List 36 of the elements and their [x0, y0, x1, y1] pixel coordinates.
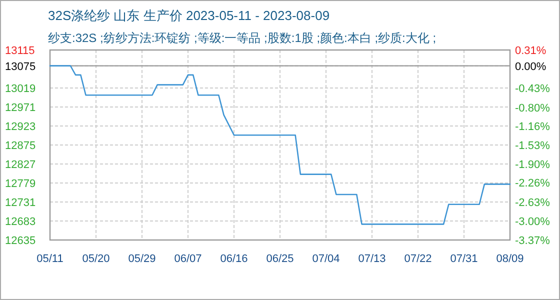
- y2-tick-label: -3.37%: [515, 235, 550, 247]
- y2-tick-label: -0.80%: [515, 102, 550, 114]
- y2-tick-label: 0.00%: [515, 61, 546, 74]
- y-tick-label: 12923: [5, 121, 36, 133]
- y-tick-label: 12635: [5, 235, 36, 247]
- x-tick-label: 07/04: [312, 253, 340, 265]
- y2-tick-label: -1.53%: [515, 140, 550, 152]
- y-tick-label: 12827: [5, 159, 36, 171]
- y-tick-label: 13115: [5, 45, 35, 57]
- y2-tick-label: -1.90%: [515, 159, 550, 172]
- y-tick-label: 12683: [5, 216, 36, 228]
- x-tick-label: 07/13: [358, 253, 386, 265]
- y-tick-label: 12875: [5, 140, 36, 152]
- y2-tick-label: -2.26%: [515, 178, 550, 190]
- y-tick-label: 12971: [5, 102, 36, 114]
- chart-title: 32S涤纶纱 山东 生产价 2023-05-11 - 2023-08-09: [48, 8, 330, 23]
- x-tick-label: 05/29: [128, 253, 156, 265]
- x-tick-label: 05/11: [36, 253, 64, 265]
- x-tick-label: 06/25: [266, 253, 294, 265]
- x-tick-label: 07/22: [404, 253, 432, 265]
- x-tick-label: 08/09: [496, 253, 524, 265]
- y-tick-label: 12731: [5, 197, 36, 209]
- line-series: [49, 65, 511, 225]
- chart-subtitle: 纱支:32S ;纺纱方法:环锭纺 ;等级:一等品 ;股数:1股 ;颜色:本白 ;纱质:大化 ;: [48, 31, 436, 45]
- y-tick-label: 13019: [5, 83, 36, 95]
- x-tick-label: 06/07: [174, 253, 202, 265]
- x-tick-label: 05/20: [82, 253, 110, 265]
- y2-tick-label: -0.43%: [515, 83, 550, 96]
- y2-tick-label: -1.16%: [515, 120, 550, 133]
- x-tick-label: 06/16: [220, 253, 248, 265]
- x-tick-label: 07/31: [450, 253, 478, 265]
- y-tick-label: 13075: [5, 60, 36, 73]
- y2-tick-label: 0.31%: [515, 45, 546, 57]
- y2-tick-label: -3.00%: [515, 216, 550, 228]
- y-tick-label: 12779: [5, 178, 36, 190]
- y2-tick-label: -2.63%: [515, 196, 550, 209]
